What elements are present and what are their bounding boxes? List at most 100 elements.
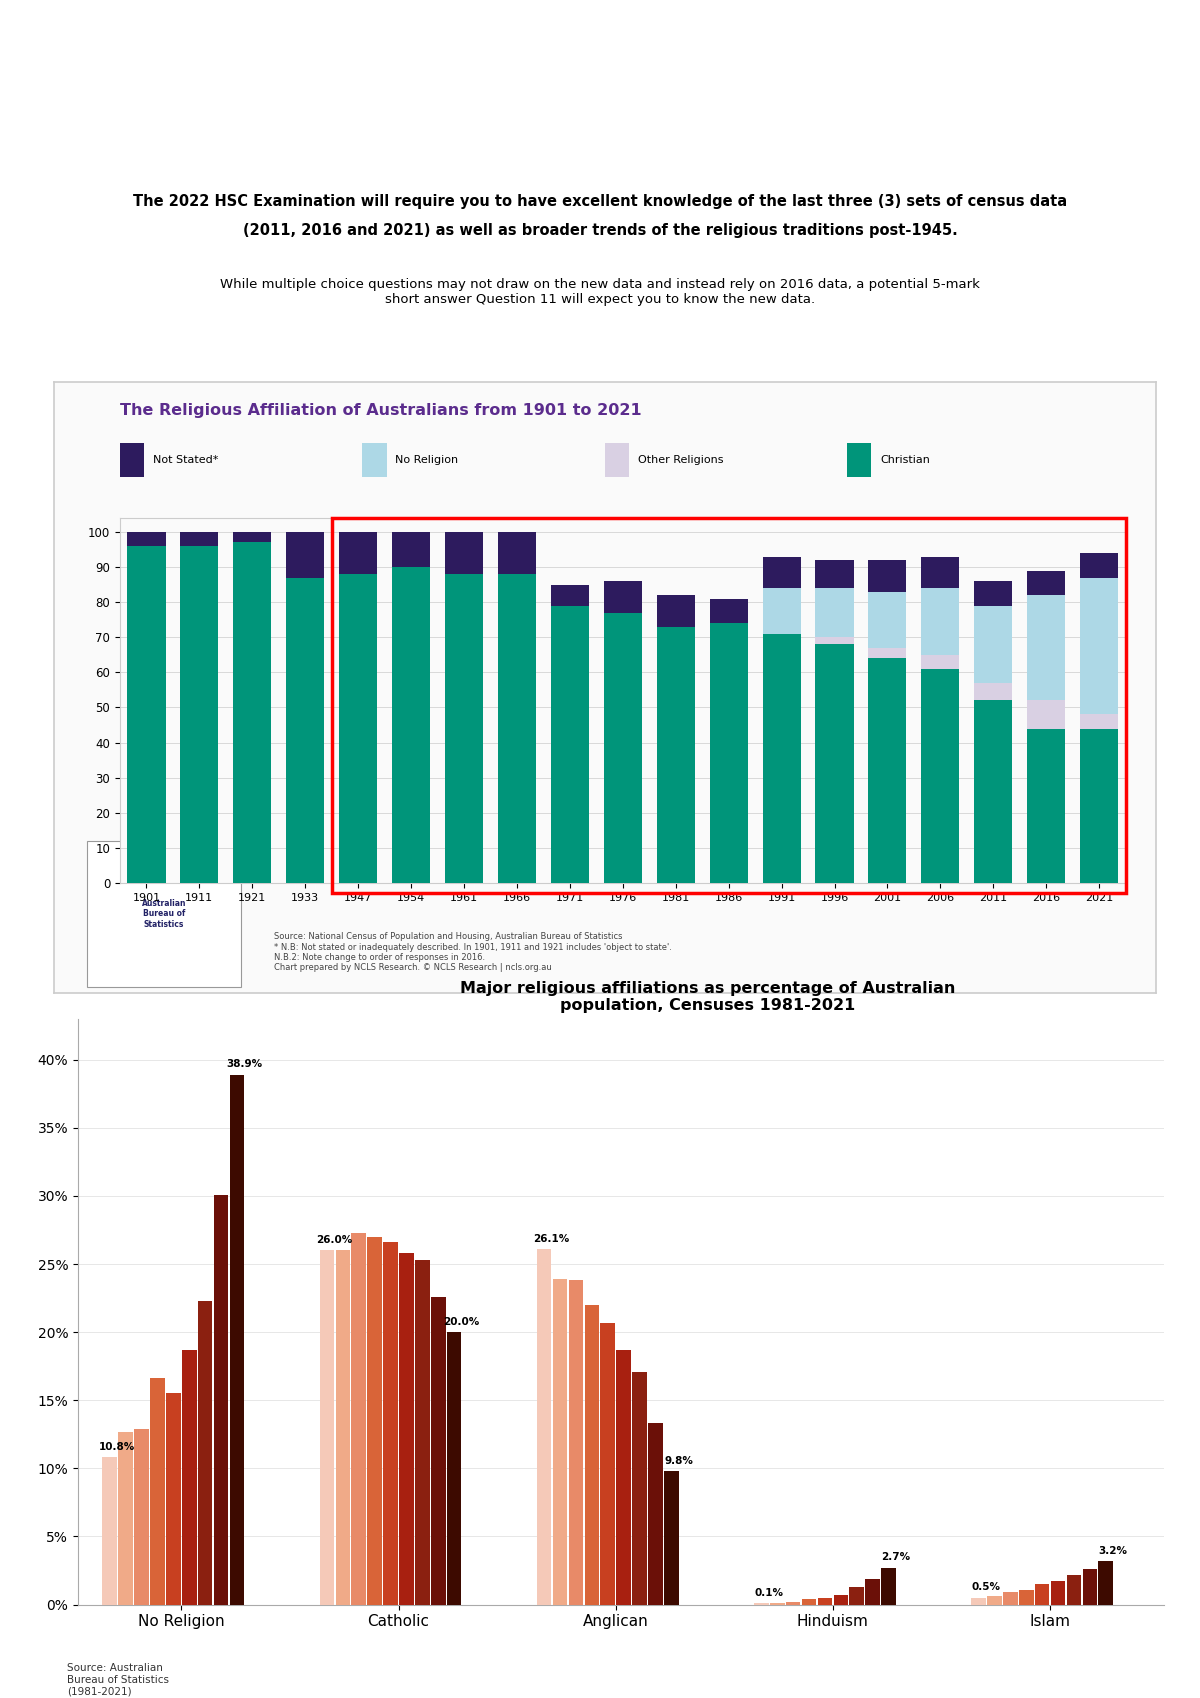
Text: 9.8%: 9.8%: [664, 1455, 694, 1465]
Bar: [229, 1075, 245, 1605]
Text: The 2022 HSC Examination will require you to have excellent knowledge of the las: The 2022 HSC Examination will require yo…: [133, 195, 1067, 209]
Bar: [817, 1598, 833, 1605]
Bar: [816, 644, 853, 883]
Bar: [319, 1250, 335, 1605]
Bar: [340, 531, 377, 574]
Bar: [922, 669, 960, 883]
Bar: [762, 557, 800, 588]
Bar: [869, 591, 906, 647]
Bar: [709, 599, 748, 623]
Text: 2.7%: 2.7%: [881, 1552, 911, 1562]
Bar: [119, 1431, 133, 1605]
Bar: [974, 581, 1013, 606]
Bar: [1003, 1593, 1018, 1605]
Bar: [922, 588, 960, 655]
Bar: [383, 1243, 398, 1605]
Bar: [551, 584, 589, 606]
Bar: [971, 1598, 986, 1605]
Bar: [1080, 728, 1118, 883]
FancyBboxPatch shape: [88, 841, 241, 987]
Bar: [656, 594, 695, 627]
Bar: [331, 518, 1126, 893]
Text: Topic: Religion in Australia Post-1945: Topic: Religion in Australia Post-1945: [410, 141, 790, 158]
Bar: [392, 567, 430, 883]
Bar: [605, 443, 629, 477]
Bar: [869, 560, 906, 591]
Bar: [286, 531, 324, 577]
Bar: [600, 1323, 616, 1605]
Bar: [233, 542, 271, 883]
Bar: [498, 531, 536, 574]
Bar: [150, 1379, 164, 1605]
Text: Source: Australian
Bureau of Statistics
(1981-2021): Source: Australian Bureau of Statistics …: [67, 1664, 169, 1696]
Text: Australian
Bureau of
Statistics: Australian Bureau of Statistics: [142, 898, 186, 929]
Bar: [974, 701, 1013, 883]
Bar: [802, 1600, 816, 1605]
Text: 26.0%: 26.0%: [316, 1234, 353, 1245]
Bar: [816, 588, 853, 637]
Bar: [648, 1423, 662, 1605]
Bar: [869, 659, 906, 883]
Bar: [120, 443, 144, 477]
Text: 20.0%: 20.0%: [443, 1316, 480, 1326]
Bar: [498, 574, 536, 883]
Bar: [762, 588, 800, 633]
Bar: [922, 655, 960, 669]
Text: While multiple choice questions may not draw on the new data and instead rely on: While multiple choice questions may not …: [220, 278, 980, 306]
Bar: [762, 633, 800, 883]
Bar: [233, 531, 271, 542]
Bar: [1067, 1574, 1081, 1605]
Bar: [286, 577, 324, 883]
Text: Source: National Census of Population and Housing, Australian Bureau of Statisti: Source: National Census of Population an…: [275, 932, 672, 973]
Text: 26.1%: 26.1%: [533, 1233, 570, 1243]
Bar: [865, 1579, 880, 1605]
Text: Not Stated*: Not Stated*: [154, 455, 218, 465]
Bar: [656, 627, 695, 883]
Bar: [182, 1350, 197, 1605]
Text: 0.1%: 0.1%: [754, 1588, 784, 1598]
Bar: [415, 1260, 430, 1605]
Text: 38.9%: 38.9%: [226, 1060, 263, 1070]
Bar: [1051, 1581, 1066, 1605]
Bar: [1027, 571, 1066, 594]
Text: 10.8%: 10.8%: [98, 1442, 136, 1452]
Bar: [553, 1279, 568, 1605]
Bar: [816, 637, 853, 644]
Bar: [974, 606, 1013, 683]
Bar: [847, 443, 871, 477]
Bar: [922, 557, 960, 588]
Bar: [816, 560, 853, 588]
Bar: [400, 1253, 414, 1605]
Bar: [850, 1588, 864, 1605]
Text: 0.5%: 0.5%: [971, 1583, 1001, 1593]
Text: (2011, 2016 and 2021) as well as broader trends of the religious traditions post: (2011, 2016 and 2021) as well as broader…: [242, 224, 958, 238]
Bar: [1098, 1560, 1114, 1605]
Bar: [786, 1601, 800, 1605]
Bar: [431, 1297, 445, 1605]
Bar: [1027, 728, 1066, 883]
Bar: [352, 1233, 366, 1605]
Bar: [340, 574, 377, 883]
Text: Christian: Christian: [881, 455, 930, 465]
Bar: [336, 1250, 350, 1605]
Bar: [127, 547, 166, 883]
Bar: [881, 1567, 896, 1605]
Bar: [1027, 594, 1066, 701]
Bar: [1019, 1589, 1033, 1605]
Bar: [869, 647, 906, 659]
Bar: [1080, 554, 1118, 577]
Bar: [198, 1301, 212, 1605]
Text: 3.2%: 3.2%: [1098, 1545, 1128, 1555]
Bar: [617, 1350, 631, 1605]
Bar: [988, 1596, 1002, 1605]
Bar: [974, 683, 1013, 701]
Bar: [604, 581, 642, 613]
Bar: [569, 1280, 583, 1605]
Text: Other Religions: Other Religions: [638, 455, 724, 465]
Bar: [584, 1304, 599, 1605]
Bar: [664, 1470, 679, 1605]
Bar: [536, 1250, 552, 1605]
Bar: [367, 1236, 382, 1605]
Bar: [214, 1195, 228, 1605]
Bar: [166, 1394, 181, 1605]
